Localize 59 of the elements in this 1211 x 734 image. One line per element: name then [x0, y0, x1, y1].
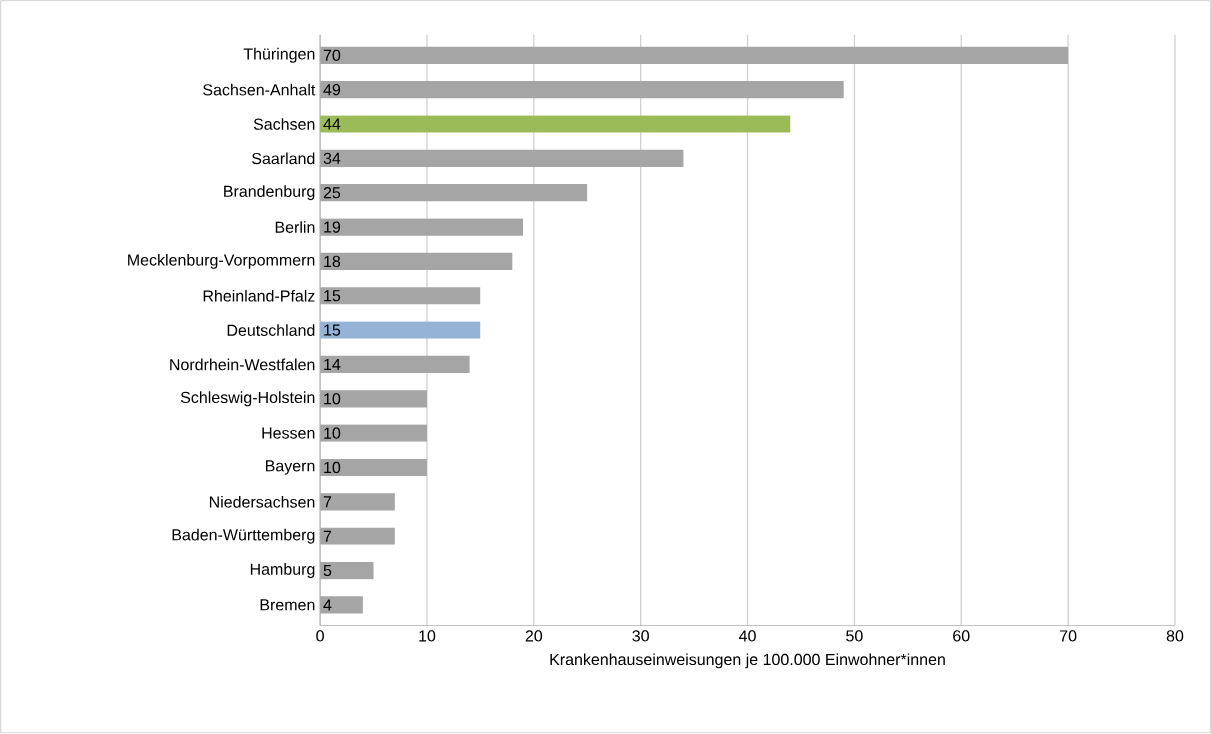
y-tick-label: Rheinland-Pfalz [203, 290, 315, 302]
data-label: 4 [323, 599, 332, 611]
bar [320, 596, 363, 614]
x-tick-label: 10 [419, 630, 436, 642]
bar [320, 390, 427, 408]
data-label: 7 [323, 496, 332, 508]
y-tick-label: Thüringen [243, 48, 315, 63]
bar [320, 46, 1069, 65]
y-tick-label: Sachsen-Anhalt [203, 84, 316, 96]
data-label: 10 [324, 427, 341, 440]
bar [320, 149, 684, 168]
data-label: 5 [323, 565, 332, 577]
x-tick-label: 70 [1060, 630, 1077, 642]
data-label: 15 [324, 324, 341, 336]
data-label: 49 [323, 84, 341, 96]
bar [320, 218, 524, 236]
y-tick-label: Baden-Württemberg [172, 528, 315, 544]
y-tick-label: Deutschland [227, 324, 315, 337]
bar [320, 321, 481, 339]
bar [320, 493, 395, 511]
x-tick-label: 0 [316, 630, 324, 642]
bar [320, 115, 791, 133]
y-tick-label: Sachsen [253, 118, 315, 131]
y-tick-label: Schleswig-Holstein [180, 391, 315, 407]
bar [320, 81, 844, 99]
data-label: 18 [324, 255, 341, 268]
x-tick-label: 20 [525, 630, 543, 642]
data-label: 10 [324, 462, 341, 474]
data-label: 25 [323, 187, 341, 199]
bar [320, 287, 481, 305]
bar [320, 356, 470, 374]
y-tick-label: Mecklenburg-Vorpommern [128, 254, 315, 270]
data-label: 44 [323, 118, 341, 130]
y-tick-label: Nordrhein-Westfalen [170, 358, 315, 371]
data-label: 10 [324, 393, 341, 405]
data-label: 19 [324, 221, 341, 233]
y-tick-label: Brandenburg [224, 185, 315, 201]
data-label: 70 [323, 49, 341, 62]
x-tick-label: 60 [953, 630, 970, 642]
y-tick-label: Saarland [252, 152, 315, 165]
x-tick-label: 50 [846, 630, 863, 642]
y-tick-label: Hessen [262, 427, 315, 439]
bar [320, 562, 374, 580]
data-label: 34 [323, 152, 341, 165]
x-tick-label: 40 [739, 630, 756, 642]
y-tick-label: Niedersachsen [209, 496, 315, 508]
bar [320, 253, 513, 271]
y-tick-label: Bremen [260, 599, 315, 611]
x-axis-title: Krankenhauseinweisungen je 100.000 Einwohner*innen [550, 653, 945, 669]
x-tick-label: 80 [1166, 630, 1184, 642]
y-tick-label: Bayern [265, 460, 315, 475]
bar [320, 184, 588, 202]
data-label: 14 [324, 359, 341, 371]
bar [320, 459, 427, 477]
y-tick-label: Berlin [275, 221, 315, 234]
data-label: 15 [324, 290, 341, 302]
x-tick-label: 30 [632, 630, 649, 642]
y-tick-label: Hamburg [250, 563, 315, 579]
data-label: 7 [323, 530, 332, 542]
